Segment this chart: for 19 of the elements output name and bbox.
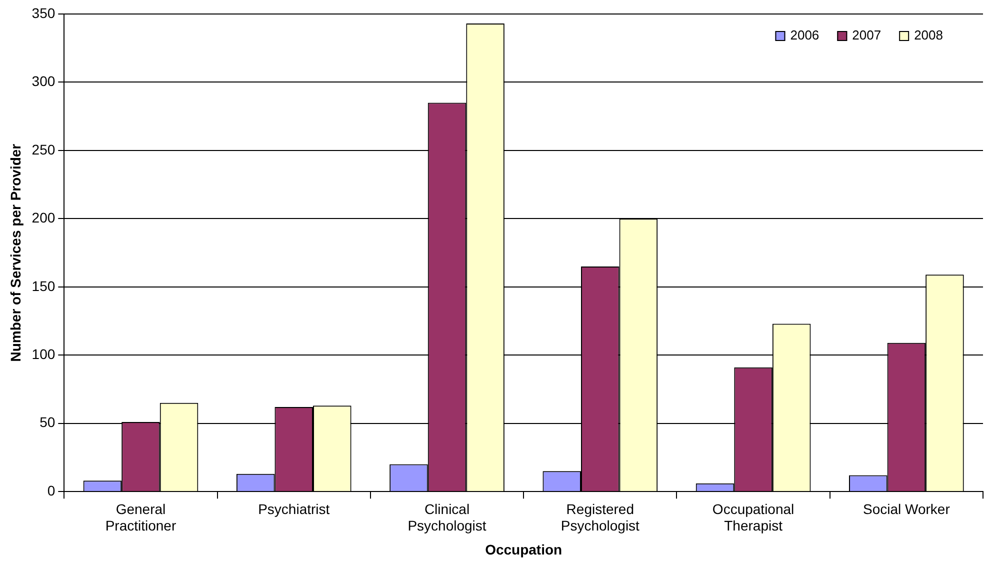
legend-label: 2008	[914, 28, 943, 43]
y-tick-label: 150	[32, 278, 56, 294]
x-tick-label: General Practitioner	[105, 500, 176, 534]
y-tick-label: 50	[40, 414, 56, 430]
legend-label: 2007	[852, 28, 882, 43]
y-tick-label: 0	[47, 482, 56, 498]
y-tick-label: 200	[32, 210, 56, 226]
y-tick-label: 300	[32, 73, 56, 90]
y-tick-label: 350	[32, 4, 56, 21]
x-axis-title: Occupation	[485, 541, 562, 558]
y-tick-label: 250	[32, 141, 56, 158]
x-tick-label: Registered Psychologist	[560, 500, 640, 534]
x-tick-label: Clinical Psychologist	[408, 500, 486, 534]
legend-label: 2006	[790, 28, 820, 43]
x-tick-label: Occupational Therapist	[712, 500, 794, 534]
y-tick-label: 100	[32, 346, 56, 362]
x-tick-label: Social Worker	[862, 500, 950, 517]
y-axis-title: Number of Services per Provider	[7, 143, 24, 362]
x-tick-label: Psychiatrist	[258, 500, 330, 517]
